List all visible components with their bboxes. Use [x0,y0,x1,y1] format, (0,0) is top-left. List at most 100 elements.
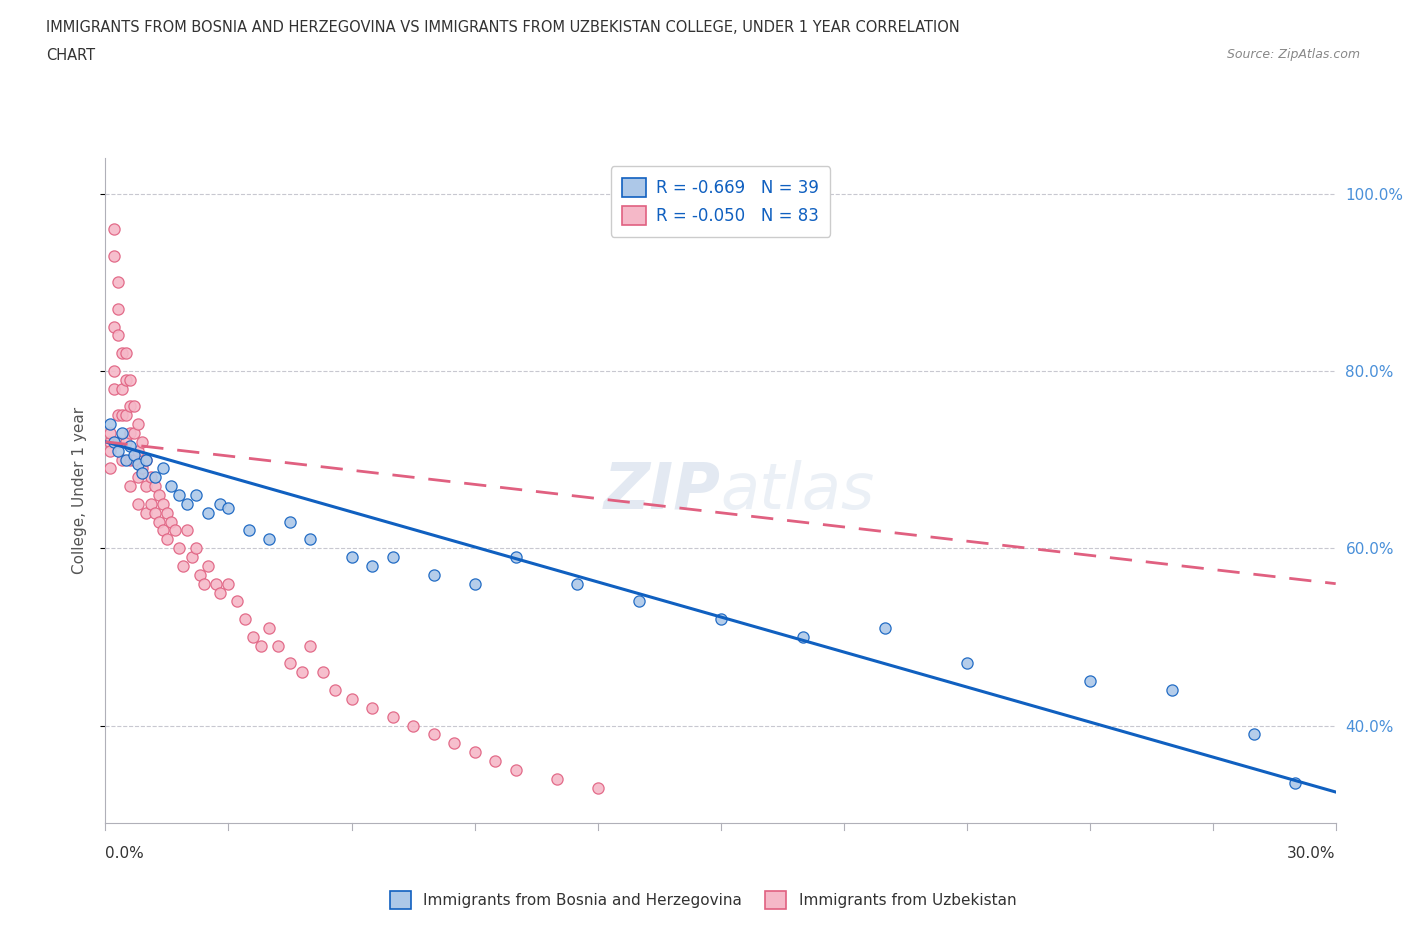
Point [176,523,198,538]
Point [565,577,588,591]
Point [160,514,183,529]
Point [184,540,207,555]
Text: 30.0%: 30.0% [1288,846,1336,861]
Point [122,426,145,441]
Point [402,718,425,733]
Point [111,452,134,467]
Point [103,364,125,379]
Point [143,470,166,485]
Point [422,727,444,742]
Point [103,248,125,263]
Point [103,319,125,334]
Legend: Immigrants from Bosnia and Herzegovina, Immigrants from Uzbekistan: Immigrants from Bosnia and Herzegovina, … [384,885,1022,915]
Point [148,514,170,529]
Text: atlas: atlas [721,459,875,522]
Point [160,479,183,494]
Point [156,532,179,547]
Point [122,399,145,414]
Point [225,594,247,609]
Point [299,638,322,653]
Text: CHART: CHART [46,48,96,63]
Point [169,487,191,502]
Point [107,328,129,343]
Point [188,567,211,582]
Y-axis label: College, Under 1 year: College, Under 1 year [72,407,87,574]
Point [103,434,125,449]
Point [172,559,194,574]
Point [131,461,153,476]
Point [111,346,134,361]
Point [340,692,363,707]
Point [218,501,240,516]
Text: 0.0%: 0.0% [105,846,145,861]
Point [1243,727,1265,742]
Point [209,497,232,512]
Point [193,577,215,591]
Point [115,407,138,422]
Point [464,745,486,760]
Point [135,452,157,467]
Point [1078,673,1101,688]
Point [122,447,145,462]
Point [107,444,129,458]
Point [98,444,121,458]
Point [143,479,166,494]
Point [107,434,129,449]
Point [422,567,444,582]
Point [152,497,174,512]
Point [120,439,141,454]
Point [218,577,240,591]
Point [956,656,979,671]
Point [148,487,170,502]
Point [1160,683,1182,698]
Point [312,665,335,680]
Point [361,559,384,574]
Point [278,656,301,671]
Point [152,461,174,476]
Point [131,465,153,480]
Point [586,780,609,795]
Point [127,457,149,472]
Point [205,577,228,591]
Point [259,620,281,635]
Point [242,630,264,644]
Point [627,594,650,609]
Point [505,763,527,777]
Point [107,301,129,316]
Point [98,417,121,432]
Point [127,444,149,458]
Point [135,505,157,520]
Point [361,700,384,715]
Point [120,479,141,494]
Point [278,514,301,529]
Point [120,372,141,387]
Point [381,550,404,565]
Point [111,426,134,441]
Point [103,221,125,236]
Point [111,407,134,422]
Point [873,620,896,635]
Point [792,630,814,644]
Point [443,736,465,751]
Point [169,540,191,555]
Point [165,523,187,538]
Point [176,497,198,512]
Point [98,434,121,449]
Point [340,550,363,565]
Point [115,346,138,361]
Point [197,559,219,574]
Point [122,452,145,467]
Point [546,771,568,786]
Point [710,612,733,627]
Point [107,274,129,289]
Point [127,417,149,432]
Point [152,523,174,538]
Point [98,461,121,476]
Point [103,381,125,396]
Point [98,426,121,441]
Point [120,452,141,467]
Point [120,399,141,414]
Point [107,407,129,422]
Text: ZIP: ZIP [603,459,721,522]
Point [156,505,179,520]
